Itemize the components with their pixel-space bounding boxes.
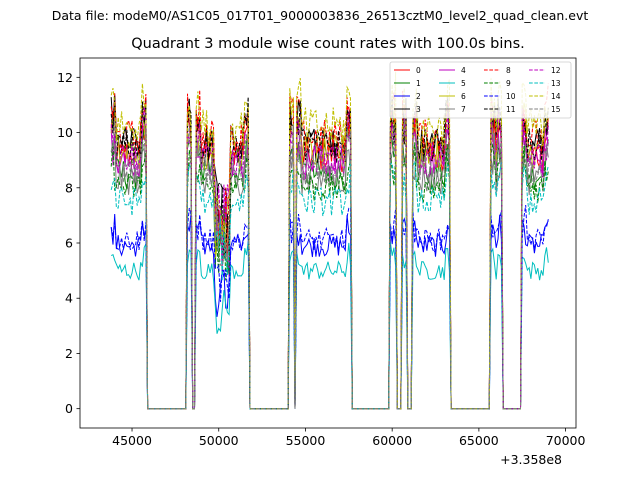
legend-label-2: 2 bbox=[416, 92, 421, 101]
x-tick-label-3: 60000 bbox=[372, 433, 412, 448]
series-group bbox=[110, 71, 549, 410]
legend-label-4: 4 bbox=[461, 66, 466, 75]
legend-label-11: 11 bbox=[506, 105, 516, 114]
series-line-8 bbox=[110, 83, 549, 410]
y-tick-label-2: 4 bbox=[65, 291, 73, 306]
x-tick-label-5: 70000 bbox=[546, 433, 586, 448]
legend-label-3: 3 bbox=[416, 105, 421, 114]
data-file-label: Data file: modeM0/AS1C05_017T01_90000038… bbox=[51, 8, 589, 23]
legend-label-12: 12 bbox=[551, 66, 561, 75]
series-line-15 bbox=[110, 118, 549, 410]
series-line-0 bbox=[110, 106, 549, 410]
x-tick-label-4: 65000 bbox=[459, 433, 499, 448]
series-line-3 bbox=[110, 94, 549, 410]
legend-label-8: 8 bbox=[506, 66, 511, 75]
chart-title: Quadrant 3 module wise count rates with … bbox=[131, 36, 525, 52]
y-tick-label-1: 2 bbox=[65, 346, 73, 361]
legend-label-7: 7 bbox=[461, 105, 466, 114]
series-line-2 bbox=[110, 213, 549, 410]
x-tick-label-0: 45000 bbox=[112, 433, 152, 448]
y-tick-label-0: 0 bbox=[65, 401, 73, 416]
legend-label-14: 14 bbox=[551, 92, 561, 101]
series-line-11 bbox=[110, 95, 549, 410]
legend-label-0: 0 bbox=[416, 66, 421, 75]
y-tick-label-6: 12 bbox=[57, 70, 73, 85]
x-tick-label-1: 50000 bbox=[199, 433, 239, 448]
series-line-5 bbox=[110, 241, 549, 410]
y-tick-label-5: 10 bbox=[57, 125, 73, 140]
series-line-14 bbox=[110, 71, 549, 410]
legend-label-15: 15 bbox=[551, 105, 561, 114]
x-tick-label-2: 55000 bbox=[286, 433, 326, 448]
x-axis-offset-label: +3.358e8 bbox=[500, 452, 562, 467]
y-tick-label-4: 8 bbox=[65, 180, 73, 195]
legend-box bbox=[389, 61, 572, 119]
legend-label-10: 10 bbox=[506, 92, 516, 101]
series-line-13 bbox=[110, 160, 549, 410]
legend-label-5: 5 bbox=[461, 79, 466, 88]
series-line-12 bbox=[110, 105, 549, 410]
y-tick-label-3: 6 bbox=[65, 236, 73, 251]
legend-label-6: 6 bbox=[461, 92, 466, 101]
legend-label-1: 1 bbox=[416, 79, 421, 88]
legend-label-13: 13 bbox=[551, 79, 561, 88]
legend-label-9: 9 bbox=[506, 79, 511, 88]
